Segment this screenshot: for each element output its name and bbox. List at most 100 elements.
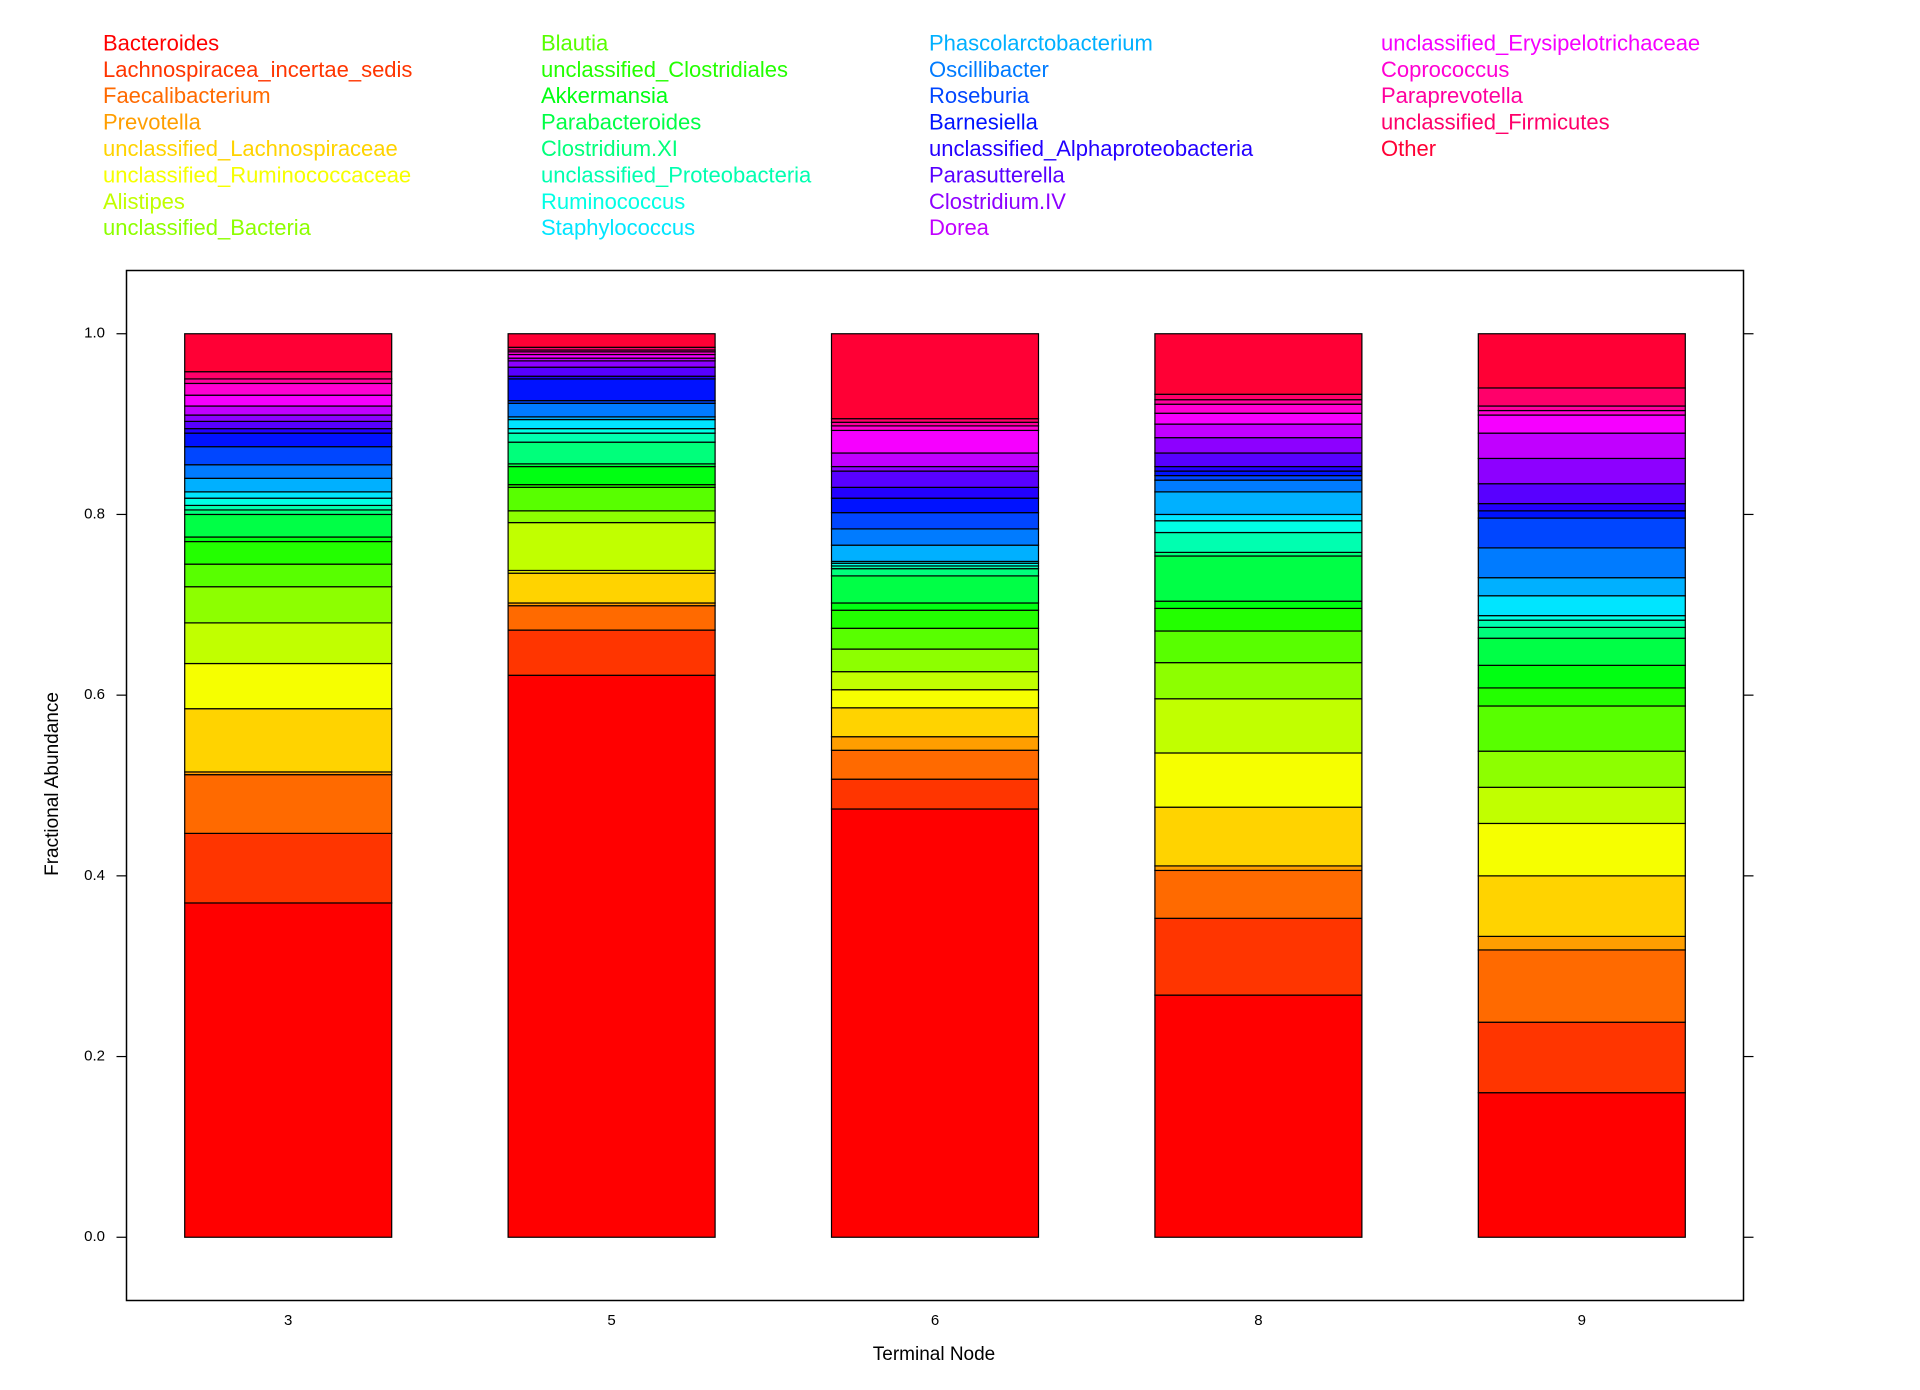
bar-segment — [1154, 452, 1363, 468]
bar-segment — [1477, 822, 1686, 877]
legend-entry: Parasutterella — [929, 162, 1066, 187]
bar-segment — [830, 465, 1040, 472]
plot-frame — [125, 269, 1745, 1302]
bar-segment — [184, 540, 393, 565]
legend-entry: Clostridium.XI — [541, 136, 678, 161]
bar-segment — [184, 432, 393, 448]
bar-segment — [184, 622, 393, 665]
bar-segment — [1477, 1092, 1686, 1238]
bar-segment — [507, 629, 716, 676]
bar-segment — [830, 602, 1040, 611]
bar-segment — [184, 333, 393, 373]
bar-segment — [1477, 1021, 1686, 1094]
bar-segment — [830, 486, 1040, 499]
bar-segment — [1477, 387, 1686, 407]
legend-entry: Staphylococcus — [541, 215, 695, 240]
bar-segment — [1154, 403, 1363, 414]
bar-segment — [507, 333, 716, 348]
legend-entry: Lachnospiracea_incertae_sedis — [103, 57, 412, 82]
bar-segment — [1477, 619, 1686, 628]
bar-segment — [830, 497, 1040, 514]
legend-entry: Roseburia — [929, 83, 1030, 108]
bar-segment — [507, 432, 716, 443]
bar-segment — [830, 736, 1040, 751]
bar-segment — [507, 572, 716, 604]
bar-segment — [830, 609, 1040, 629]
bar-segment — [507, 428, 716, 434]
bar-segment — [1477, 483, 1686, 505]
legend-entry: unclassified_Erysipelotrichaceae — [1381, 30, 1700, 55]
bar-segment — [1154, 437, 1363, 454]
bar-segment — [1154, 752, 1363, 808]
y-tick-label: 0.0 — [84, 1228, 105, 1245]
bar-segment — [1477, 405, 1686, 412]
legend-entry: Blautia — [541, 30, 609, 55]
bar-segment — [1154, 994, 1363, 1238]
bar-segment — [1477, 626, 1686, 639]
bar-segment — [507, 360, 716, 368]
bar-segment — [1477, 687, 1686, 707]
legend-entry: Coprococcus — [1381, 57, 1509, 82]
legend-entry: Ruminococcus — [541, 189, 685, 214]
y-tick-label: 0.2 — [84, 1048, 105, 1065]
bar-segment — [184, 394, 393, 407]
bar-segment — [830, 452, 1040, 468]
bar-segment — [184, 491, 393, 499]
legend-entry: unclassified_Proteobacteria — [541, 162, 812, 187]
bar-segment — [1477, 577, 1686, 597]
bar-segment — [1477, 750, 1686, 788]
legend-entry: Phascolarctobacterium — [929, 30, 1153, 55]
legend-entry: Dorea — [929, 215, 990, 240]
legend-entry: unclassified_Lachnospiraceae — [103, 136, 398, 161]
legend-entry: Bacteroides — [103, 30, 219, 55]
bar-segment — [184, 536, 393, 543]
bar-segment — [184, 774, 393, 834]
bar-segment — [1477, 414, 1686, 434]
legend-entry: unclassified_Clostridiales — [541, 57, 788, 82]
bar-segment — [1477, 935, 1686, 951]
bar-segment — [507, 521, 716, 572]
bar-segment — [830, 429, 1040, 454]
bar-segment — [830, 425, 1040, 432]
bar-segment — [830, 470, 1040, 488]
x-tick-label: 6 — [931, 1312, 939, 1329]
bar-segment — [507, 402, 716, 418]
bar-segment — [830, 627, 1040, 650]
bar-segment — [1154, 865, 1363, 872]
y-tick-label: 0.6 — [84, 686, 105, 703]
bar-segment — [507, 378, 716, 402]
legend-entry: Faecalibacterium — [103, 83, 271, 108]
bar-segment — [184, 464, 393, 479]
bar-segment — [1154, 412, 1363, 425]
bar-segment — [184, 477, 393, 493]
y-axis-title: Fractional Abundance — [42, 692, 63, 876]
legend-entry: unclassified_Bacteria — [103, 215, 312, 240]
bar-segment — [1154, 662, 1363, 700]
bar-segment — [830, 707, 1040, 738]
bar-segment — [1477, 409, 1686, 416]
legend-entry: Clostridium.IV — [929, 189, 1066, 214]
bar-segment — [830, 528, 1040, 546]
bar-segment — [830, 568, 1040, 577]
x-tick-label: 5 — [607, 1312, 615, 1329]
legend-entry: Barnesiella — [929, 110, 1039, 135]
bar-segment — [1154, 698, 1363, 754]
x-axis-title: Terminal Node — [873, 1344, 996, 1365]
bar-segment — [1154, 470, 1363, 477]
legend-entry: Prevotella — [103, 110, 202, 135]
bar-segment — [184, 382, 393, 396]
bar-segment — [1477, 333, 1686, 389]
bar-segment — [184, 509, 393, 516]
bar-segment — [1477, 637, 1686, 666]
bar-segment — [184, 446, 393, 466]
bar-segment — [1477, 457, 1686, 485]
bar-segment — [1154, 806, 1363, 867]
bar-segment — [507, 441, 716, 465]
bar-segment — [830, 671, 1040, 691]
bar-segment — [184, 378, 393, 385]
y-tick-label: 0.8 — [84, 505, 105, 522]
legend-entry: Oscillibacter — [929, 57, 1049, 82]
bar-segment — [184, 371, 393, 380]
bar-segment — [184, 497, 393, 507]
